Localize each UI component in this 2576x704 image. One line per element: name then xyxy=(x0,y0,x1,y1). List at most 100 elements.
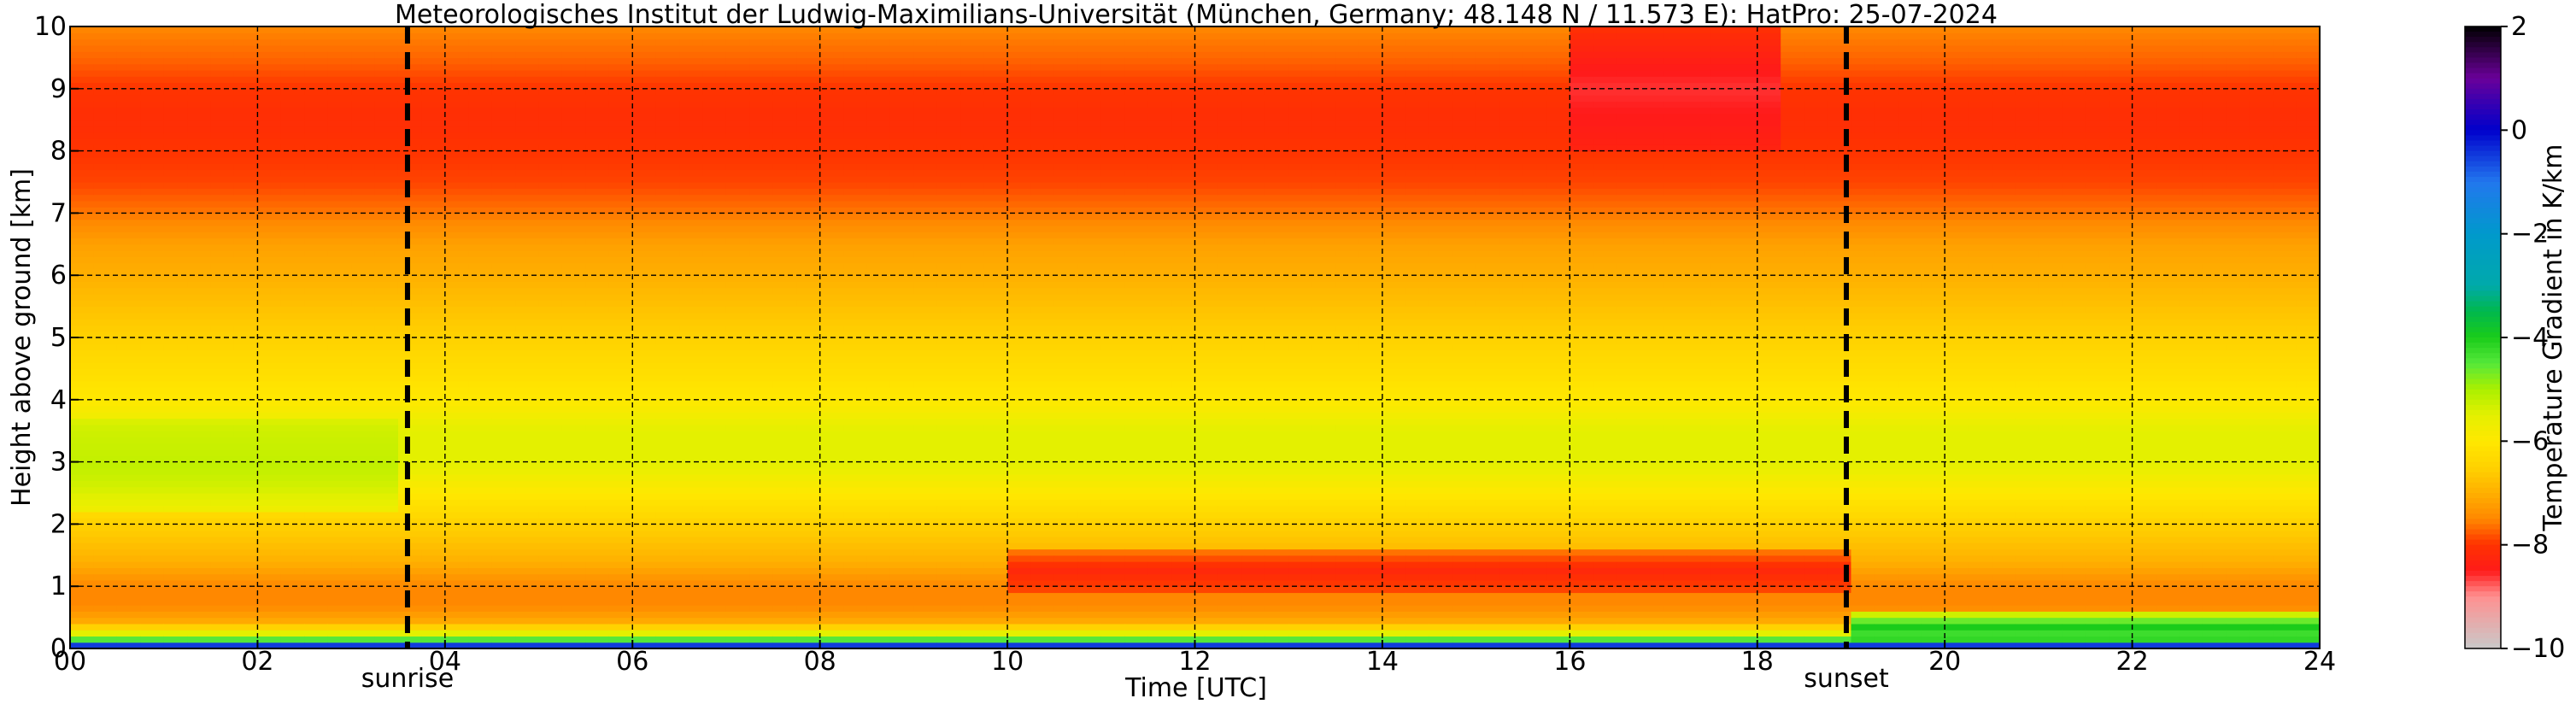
heatmap-cell xyxy=(1053,69,1078,77)
heatmap-cell xyxy=(561,113,586,120)
heatmap-cell xyxy=(702,592,727,600)
heatmap-cell xyxy=(585,238,610,245)
heatmap-cell xyxy=(1194,281,1219,289)
heatmap-cell xyxy=(444,319,469,326)
heatmap-cell xyxy=(140,156,165,164)
heatmap-cell xyxy=(397,443,423,450)
heatmap-cell xyxy=(116,412,141,419)
heatmap-cell xyxy=(1100,543,1125,550)
heatmap-cell xyxy=(1218,623,1242,631)
heatmap-cell xyxy=(397,275,423,283)
heatmap-cell xyxy=(702,325,727,332)
heatmap-cell xyxy=(561,312,586,320)
heatmap-cell xyxy=(233,138,259,145)
heatmap-cell xyxy=(843,138,868,145)
heatmap-cell xyxy=(1030,611,1055,619)
heatmap-cell xyxy=(561,76,586,84)
heatmap-cell xyxy=(936,275,961,283)
heatmap-cell xyxy=(866,219,891,226)
heatmap-cell xyxy=(351,51,376,58)
heatmap-cell xyxy=(796,561,821,568)
heatmap-cell xyxy=(632,355,657,363)
heatmap-cell xyxy=(1171,325,1196,332)
heatmap-cell xyxy=(187,636,212,643)
heatmap-cell xyxy=(889,44,914,52)
heatmap-cell xyxy=(304,250,329,257)
heatmap-cell xyxy=(913,524,938,531)
heatmap-cell xyxy=(1030,437,1055,444)
heatmap-cell xyxy=(585,536,610,543)
heatmap-cell xyxy=(866,511,891,519)
heatmap-cell xyxy=(772,250,797,257)
heatmap-cell xyxy=(983,511,1008,519)
heatmap-cell xyxy=(796,163,821,171)
heatmap-cell xyxy=(233,144,259,152)
heatmap-cell xyxy=(93,213,118,220)
heatmap-cell xyxy=(819,418,844,425)
heatmap-cell xyxy=(421,319,446,326)
heatmap-cell xyxy=(608,138,633,145)
heatmap-cell xyxy=(257,69,282,77)
heatmap-cell xyxy=(585,636,610,643)
heatmap-cell xyxy=(889,219,914,226)
heatmap-cell xyxy=(749,374,774,382)
heatmap-cell xyxy=(913,611,938,619)
heatmap-cell xyxy=(843,455,868,463)
heatmap-cell xyxy=(515,443,540,450)
heatmap-cell xyxy=(632,518,657,525)
heatmap-cell xyxy=(257,549,282,556)
heatmap-cell xyxy=(1007,219,1032,226)
heatmap-cell xyxy=(210,355,235,363)
heatmap-cell xyxy=(1053,200,1078,208)
heatmap-cell xyxy=(796,107,821,114)
heatmap-cell xyxy=(796,567,821,575)
heatmap-cell xyxy=(632,467,657,475)
heatmap-cell xyxy=(632,461,657,469)
heatmap-cell xyxy=(725,82,750,90)
heatmap-cell xyxy=(796,362,821,369)
heatmap-cell xyxy=(187,325,212,332)
heatmap-cell xyxy=(1053,437,1078,444)
heatmap-cell xyxy=(1218,518,1242,525)
heatmap-cell xyxy=(936,554,961,562)
heatmap-cell xyxy=(1171,238,1196,245)
heatmap-cell xyxy=(397,543,423,550)
heatmap-cell xyxy=(257,362,282,369)
heatmap-cell xyxy=(585,287,610,295)
heatmap-cell xyxy=(538,605,563,612)
heatmap-cell xyxy=(702,294,727,301)
heatmap-cell xyxy=(93,132,118,139)
heatmap-cell xyxy=(397,586,423,594)
heatmap-cell xyxy=(421,88,446,96)
heatmap-cell xyxy=(983,549,1008,556)
heatmap-cell xyxy=(515,95,540,102)
heatmap-cell xyxy=(1077,573,1102,581)
heatmap-cell xyxy=(1053,250,1078,257)
heatmap-cell xyxy=(163,399,188,407)
heatmap-cell xyxy=(960,343,985,351)
heatmap-cell xyxy=(233,530,259,537)
heatmap-cell xyxy=(1077,467,1102,475)
heatmap-cell xyxy=(1194,561,1219,568)
heatmap-cell xyxy=(725,431,750,438)
heatmap-cell xyxy=(93,243,118,251)
heatmap-cell xyxy=(1124,623,1149,631)
heatmap-cell xyxy=(210,617,235,625)
heatmap-cell xyxy=(515,368,540,376)
heatmap-cell xyxy=(1100,455,1125,463)
heatmap-cell xyxy=(1147,406,1172,413)
heatmap-cell xyxy=(1124,194,1149,202)
heatmap-cell xyxy=(1007,287,1032,295)
heatmap-cell xyxy=(397,287,423,295)
heatmap-cell xyxy=(187,331,212,338)
heatmap-cell xyxy=(983,32,1008,40)
heatmap-cell xyxy=(866,499,891,507)
heatmap-cell xyxy=(960,150,985,158)
heatmap-cell xyxy=(1194,518,1219,525)
heatmap-cell xyxy=(1171,207,1196,214)
heatmap-cell xyxy=(913,26,938,33)
heatmap-cell xyxy=(561,554,586,562)
heatmap-cell xyxy=(93,225,118,232)
heatmap-cell xyxy=(304,163,329,171)
heatmap-cell xyxy=(725,331,750,338)
